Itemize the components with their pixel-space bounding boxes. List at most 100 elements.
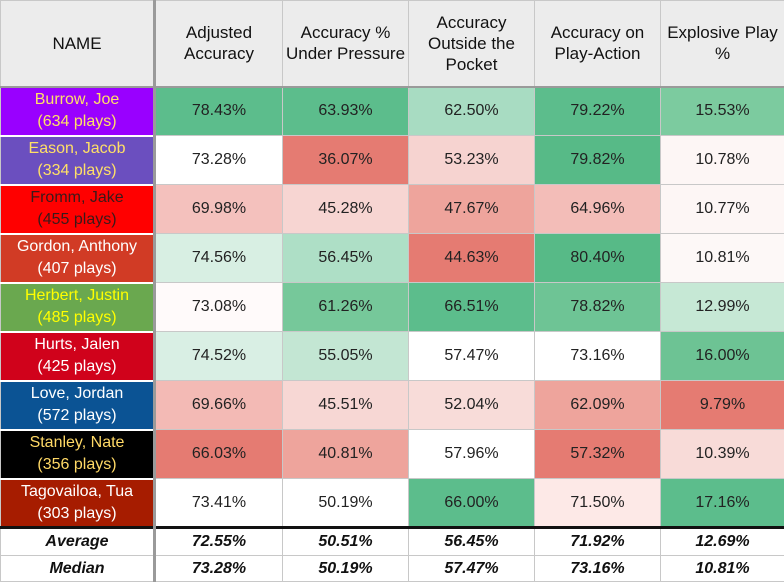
player-name: Hurts, Jalen <box>34 336 120 353</box>
stat-cell-explosive-play: 10.78% <box>660 135 784 185</box>
stat-cell-accuracy-under-pressure: 40.81% <box>282 429 409 479</box>
stat-cell-accuracy-outside-pocket: 57.96% <box>408 429 535 479</box>
stat-cell-adjusted-accuracy: 78.43% <box>154 86 283 136</box>
table-row: Fromm, Jake (455 plays) 69.98% 45.28% 47.67%… <box>0 183 784 235</box>
stat-cell-adjusted-accuracy: 66.03% <box>154 429 283 479</box>
summary-value: 72.55% <box>154 526 283 556</box>
player-name: Herbert, Justin <box>24 287 130 304</box>
table-row: Herbert, Justin (485 plays) 73.08% 61.26% 66… <box>0 281 784 333</box>
table-row: Hurts, Jalen (425 plays) 74.52% 55.05% 57.47… <box>0 330 784 382</box>
player-name-cell: Tagovailoa, Tua (303 plays) <box>0 477 156 529</box>
stat-cell-accuracy-under-pressure: 45.51% <box>282 380 409 430</box>
player-name: Love, Jordan <box>30 385 124 402</box>
player-plays: (303 plays) <box>37 504 117 522</box>
stat-cell-accuracy-play-action: 64.96% <box>534 184 661 234</box>
stat-cell-explosive-play: 17.16% <box>660 478 784 528</box>
stat-cell-accuracy-play-action: 80.40% <box>534 233 661 283</box>
table-row: Gordon, Anthony (407 plays) 74.56% 56.45% 44… <box>0 232 784 284</box>
player-name-cell: Gordon, Anthony (407 plays) <box>0 232 156 284</box>
stat-cell-explosive-play: 10.81% <box>660 233 784 283</box>
stat-cell-accuracy-play-action: 62.09% <box>534 380 661 430</box>
stat-cell-accuracy-outside-pocket: 53.23% <box>408 135 535 185</box>
stat-cell-adjusted-accuracy: 74.56% <box>154 233 283 283</box>
stat-cell-accuracy-play-action: 79.82% <box>534 135 661 185</box>
stat-cell-accuracy-play-action: 79.22% <box>534 86 661 136</box>
summary-value: 50.19% <box>282 555 409 582</box>
table-row: Burrow, Joe (634 plays) 78.43% 63.93% 62.50%… <box>0 85 784 137</box>
stat-cell-accuracy-play-action: 57.32% <box>534 429 661 479</box>
stat-cell-accuracy-outside-pocket: 66.51% <box>408 282 535 332</box>
player-plays: (634 plays) <box>37 113 117 130</box>
table-row: Stanley, Nate (356 plays) 66.03% 40.81% 57.9… <box>0 428 784 480</box>
stat-cell-accuracy-outside-pocket: 62.50% <box>408 86 535 136</box>
player-name-cell: Fromm, Jake (455 plays) <box>0 183 156 235</box>
summary-value: 73.28% <box>154 555 283 582</box>
player-plays: (455 plays) <box>37 211 117 228</box>
stat-cell-accuracy-under-pressure: 36.07% <box>282 135 409 185</box>
stat-cell-explosive-play: 10.77% <box>660 184 784 234</box>
stat-cell-accuracy-outside-pocket: 52.04% <box>408 380 535 430</box>
summary-value: 73.16% <box>534 555 661 582</box>
summary-value: 12.69% <box>660 526 784 556</box>
header-row: NAME Adjusted Accuracy Accuracy % Under … <box>0 0 784 88</box>
player-name: Burrow, Joe <box>34 91 120 108</box>
stat-cell-accuracy-outside-pocket: 66.00% <box>408 478 535 528</box>
stat-cell-accuracy-under-pressure: 55.05% <box>282 331 409 381</box>
player-plays: (485 plays) <box>37 309 117 326</box>
summary-label: Average <box>0 526 156 556</box>
player-plays: (356 plays) <box>37 456 117 473</box>
table-summary: Average 72.55% 50.51% 56.45% 71.92% 12.69% Med… <box>0 526 784 582</box>
player-plays: (407 plays) <box>37 260 117 277</box>
player-name: Tagovailoa, Tua <box>20 482 134 500</box>
player-name: Stanley, Nate <box>29 434 125 451</box>
stat-cell-accuracy-under-pressure: 45.28% <box>282 184 409 234</box>
player-name-cell: Herbert, Justin (485 plays) <box>0 281 156 333</box>
player-name: Eason, Jacob <box>28 140 126 157</box>
player-name-cell: Stanley, Nate (356 plays) <box>0 428 156 480</box>
player-name: Fromm, Jake <box>30 189 124 206</box>
stat-cell-accuracy-outside-pocket: 47.67% <box>408 184 535 234</box>
stat-cell-adjusted-accuracy: 73.41% <box>154 478 283 528</box>
stat-cell-explosive-play: 10.39% <box>660 429 784 479</box>
summary-value: 56.45% <box>408 526 535 556</box>
player-name-cell: Hurts, Jalen (425 plays) <box>0 330 156 382</box>
summary-value: 71.92% <box>534 526 661 556</box>
table-row: Eason, Jacob (334 plays) 73.28% 36.07% 53.23… <box>0 134 784 186</box>
summary-row: Average 72.55% 50.51% 56.45% 71.92% 12.69% <box>0 526 784 556</box>
player-plays: (334 plays) <box>37 162 117 179</box>
summary-label: Median <box>0 555 156 582</box>
column-header-accuracy-outside-pocket: Accuracy Outside the Pocket <box>408 0 535 88</box>
player-name-cell: Love, Jordan (572 plays) <box>0 379 156 431</box>
column-header-accuracy-under-pressure: Accuracy % Under Pressure <box>282 0 409 88</box>
stat-cell-adjusted-accuracy: 69.66% <box>154 380 283 430</box>
stat-cell-adjusted-accuracy: 69.98% <box>154 184 283 234</box>
stat-cell-accuracy-outside-pocket: 57.47% <box>408 331 535 381</box>
summary-value: 50.51% <box>282 526 409 556</box>
stat-cell-accuracy-play-action: 78.82% <box>534 282 661 332</box>
table-row: Tagovailoa, Tua (303 plays) 73.41% 50.19% 66… <box>0 477 784 529</box>
player-name-cell: Burrow, Joe (634 plays) <box>0 85 156 137</box>
stat-cell-accuracy-under-pressure: 63.93% <box>282 86 409 136</box>
table-body: Burrow, Joe (634 plays) 78.43% 63.93% 62.50%… <box>0 85 784 529</box>
summary-value: 10.81% <box>660 555 784 582</box>
column-header-accuracy-play-action: Accuracy on Play-Action <box>534 0 661 88</box>
stat-cell-adjusted-accuracy: 73.08% <box>154 282 283 332</box>
column-header-name: NAME <box>0 0 156 88</box>
stat-cell-accuracy-play-action: 71.50% <box>534 478 661 528</box>
table-row: Love, Jordan (572 plays) 69.66% 45.51% 52.04… <box>0 379 784 431</box>
stat-cell-adjusted-accuracy: 74.52% <box>154 331 283 381</box>
player-plays: (425 plays) <box>37 358 117 375</box>
player-plays: (572 plays) <box>37 407 117 424</box>
stat-cell-accuracy-play-action: 73.16% <box>534 331 661 381</box>
player-name: Gordon, Anthony <box>16 238 138 255</box>
column-header-adjusted-accuracy: Adjusted Accuracy <box>154 0 283 88</box>
stat-cell-accuracy-under-pressure: 50.19% <box>282 478 409 528</box>
column-header-explosive-play: Explosive Play % <box>660 0 784 88</box>
summary-value: 57.47% <box>408 555 535 582</box>
stat-cell-explosive-play: 9.79% <box>660 380 784 430</box>
stat-cell-accuracy-under-pressure: 61.26% <box>282 282 409 332</box>
stat-cell-accuracy-outside-pocket: 44.63% <box>408 233 535 283</box>
stat-cell-explosive-play: 12.99% <box>660 282 784 332</box>
stat-cell-explosive-play: 16.00% <box>660 331 784 381</box>
